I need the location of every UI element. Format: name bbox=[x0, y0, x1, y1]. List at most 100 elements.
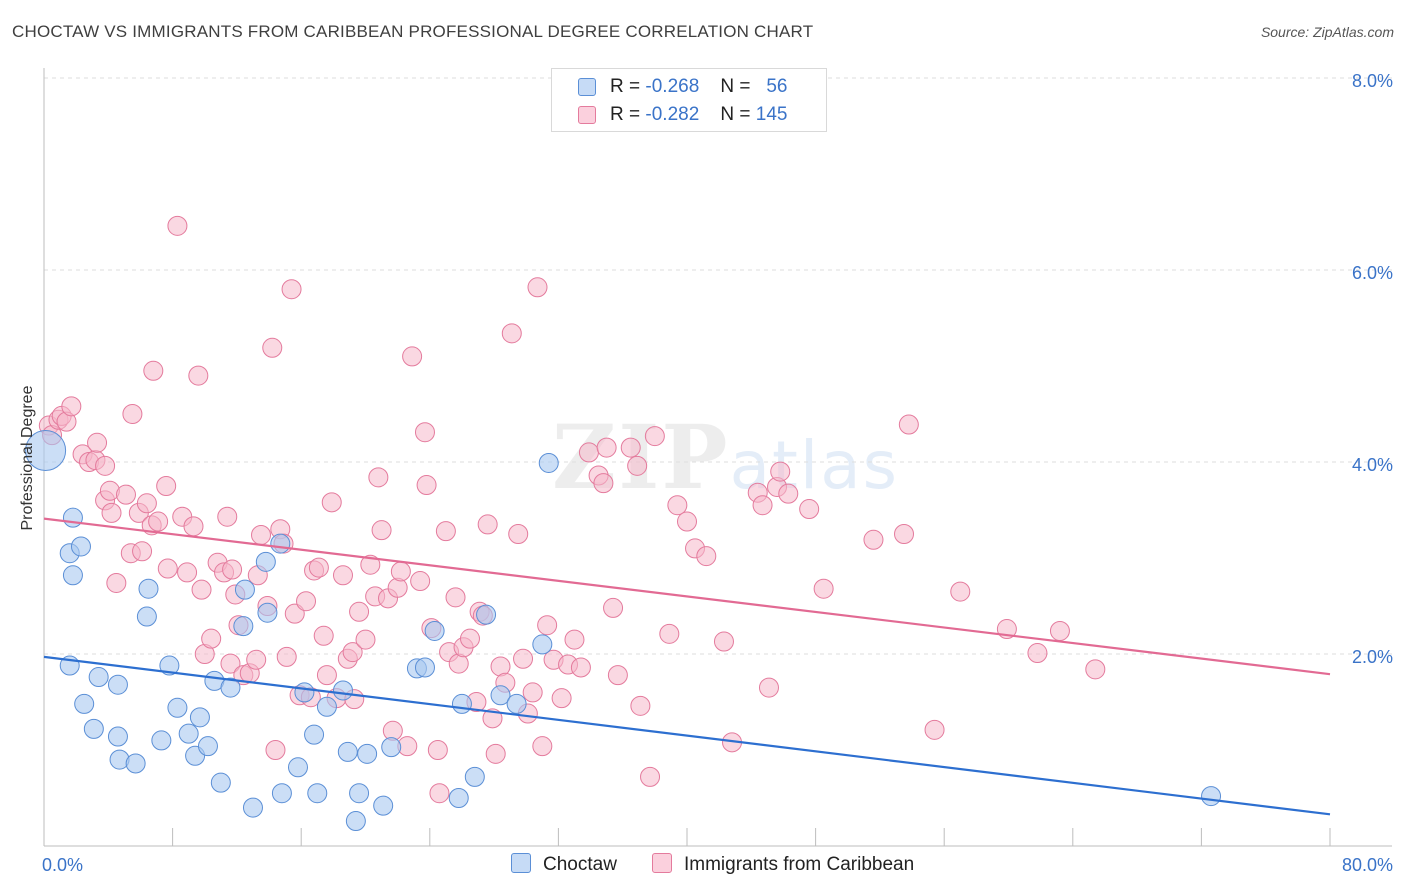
data-point-choctaw bbox=[287, 757, 308, 778]
data-point-choctaw bbox=[506, 693, 527, 714]
data-point-choctaw bbox=[242, 797, 263, 818]
data-point-caribbean bbox=[251, 524, 272, 545]
data-point-caribbean bbox=[713, 631, 734, 652]
data-point-caribbean bbox=[191, 579, 212, 600]
data-point-caribbean bbox=[894, 524, 915, 544]
data-point-caribbean bbox=[349, 601, 370, 622]
data-point-choctaw bbox=[167, 697, 188, 718]
choctaw-swatch bbox=[511, 853, 531, 873]
choctaw-swatch bbox=[578, 78, 596, 96]
y-tick-label: 8.0% bbox=[1352, 71, 1393, 91]
data-point-choctaw bbox=[332, 680, 353, 701]
data-point-choctaw bbox=[270, 533, 291, 554]
data-point-caribbean bbox=[262, 337, 283, 358]
data-point-caribbean bbox=[485, 743, 506, 764]
data-point-caribbean bbox=[435, 521, 456, 542]
data-point-choctaw bbox=[490, 685, 511, 706]
data-point-choctaw bbox=[337, 741, 358, 762]
data-point-caribbean bbox=[659, 623, 680, 644]
data-point-caribbean bbox=[813, 578, 834, 599]
data-point-caribbean bbox=[527, 277, 548, 298]
data-point-choctaw bbox=[178, 723, 199, 744]
data-point-choctaw bbox=[233, 616, 254, 637]
data-point-caribbean bbox=[61, 396, 82, 417]
legend-r-label: R = bbox=[610, 104, 641, 125]
data-point-caribbean bbox=[459, 628, 480, 649]
bottom-legend-choctaw: Choctaw bbox=[511, 853, 617, 876]
tick-labels: 2.0% 4.0% 6.0% 8.0% 0.0% 80.0% bbox=[42, 71, 1393, 875]
data-point-caribbean bbox=[1027, 643, 1048, 664]
data-point-caribbean bbox=[296, 591, 317, 612]
grid-lines bbox=[44, 77, 1392, 655]
series-choctaw bbox=[25, 429, 1222, 832]
y-tick-label: 6.0% bbox=[1352, 263, 1393, 283]
data-point-caribbean bbox=[551, 688, 572, 709]
data-point-choctaw bbox=[448, 788, 469, 808]
data-point-caribbean bbox=[522, 682, 543, 703]
data-point-caribbean bbox=[177, 562, 198, 583]
data-point-caribbean bbox=[132, 541, 153, 562]
data-point-caribbean bbox=[620, 437, 641, 458]
data-point-caribbean bbox=[217, 506, 238, 527]
data-point-choctaw bbox=[107, 726, 128, 747]
data-point-caribbean bbox=[390, 561, 411, 582]
data-point-caribbean bbox=[416, 475, 437, 496]
legend-n-label: N = bbox=[720, 76, 751, 97]
data-point-caribbean bbox=[316, 665, 337, 686]
data-point-caribbean bbox=[342, 642, 363, 663]
data-point-caribbean bbox=[156, 476, 177, 496]
data-point-choctaw bbox=[88, 667, 109, 688]
data-point-caribbean bbox=[477, 514, 498, 535]
data-point-caribbean bbox=[627, 455, 648, 476]
data-point-choctaw bbox=[294, 682, 315, 703]
data-point-choctaw bbox=[138, 578, 159, 599]
data-point-choctaw bbox=[83, 718, 104, 739]
data-point-caribbean bbox=[222, 559, 243, 580]
data-point-caribbean bbox=[188, 365, 209, 386]
data-point-caribbean bbox=[924, 719, 945, 740]
x-tick-label: 0.0% bbox=[42, 855, 83, 875]
data-point-caribbean bbox=[1085, 659, 1106, 680]
source-label: Source: ZipAtlas.com bbox=[1260, 24, 1394, 40]
data-point-caribbean bbox=[308, 557, 329, 578]
data-point-choctaw bbox=[307, 783, 328, 804]
data-point-caribbean bbox=[402, 346, 423, 367]
data-point-caribbean bbox=[313, 625, 334, 646]
data-point-choctaw bbox=[136, 606, 157, 627]
data-point-caribbean bbox=[593, 473, 614, 494]
data-point-choctaw bbox=[464, 766, 485, 787]
data-point-caribbean bbox=[429, 783, 450, 804]
data-point-caribbean bbox=[778, 483, 799, 504]
data-point-choctaw bbox=[234, 579, 255, 600]
data-point-caribbean bbox=[532, 736, 553, 757]
bottom-legend-label: Immigrants from Caribbean bbox=[684, 854, 915, 875]
data-point-choctaw bbox=[1201, 786, 1222, 807]
data-point-caribbean bbox=[863, 529, 884, 550]
caribbean-swatch bbox=[652, 853, 672, 873]
data-point-caribbean bbox=[640, 766, 661, 787]
data-point-choctaw bbox=[255, 551, 276, 572]
data-point-choctaw bbox=[70, 536, 91, 557]
data-point-caribbean bbox=[265, 740, 286, 760]
data-point-choctaw bbox=[257, 602, 278, 623]
data-point-caribbean bbox=[667, 495, 688, 516]
legend-r-label: R = bbox=[610, 76, 641, 97]
data-point-choctaw bbox=[476, 604, 497, 625]
data-point-caribbean bbox=[276, 646, 297, 667]
data-point-caribbean bbox=[410, 571, 431, 592]
data-point-choctaw bbox=[532, 634, 553, 655]
data-point-caribbean bbox=[596, 437, 617, 458]
data-point-caribbean bbox=[427, 740, 448, 760]
axes bbox=[43, 68, 1392, 847]
data-point-caribbean bbox=[630, 695, 651, 716]
data-point-caribbean bbox=[136, 493, 157, 514]
data-point-choctaw bbox=[349, 783, 370, 804]
data-point-caribbean bbox=[220, 653, 241, 674]
data-point-caribbean bbox=[143, 360, 164, 381]
data-point-choctaw bbox=[373, 795, 394, 816]
trend-line-caribbean bbox=[43, 517, 1331, 676]
data-point-caribbean bbox=[603, 597, 624, 618]
data-point-choctaw bbox=[197, 736, 218, 757]
data-point-caribbean bbox=[898, 414, 919, 435]
data-point-choctaw bbox=[62, 507, 83, 528]
